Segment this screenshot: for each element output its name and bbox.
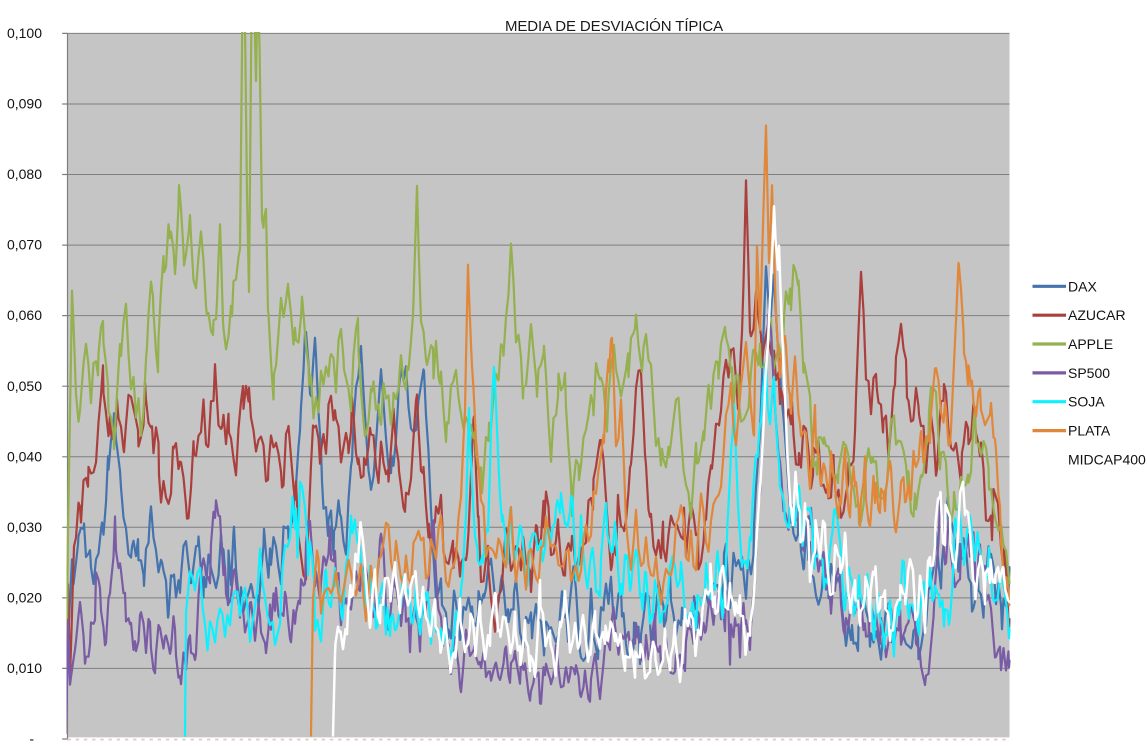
svg-text:SOJA: SOJA xyxy=(1068,394,1105,410)
svg-text:0,020: 0,020 xyxy=(7,590,42,606)
svg-text:0,070: 0,070 xyxy=(7,237,42,253)
svg-text:-: - xyxy=(29,731,34,746)
svg-text:0,030: 0,030 xyxy=(7,519,42,535)
svg-text:PLATA: PLATA xyxy=(1068,423,1111,439)
svg-text:0,080: 0,080 xyxy=(7,166,42,182)
svg-text:0,010: 0,010 xyxy=(7,660,42,676)
svg-text:0,100: 0,100 xyxy=(7,25,42,41)
svg-text:0,040: 0,040 xyxy=(7,448,42,464)
svg-text:0,090: 0,090 xyxy=(7,96,42,112)
svg-text:0,050: 0,050 xyxy=(7,378,42,394)
svg-text:APPLE: APPLE xyxy=(1068,336,1113,352)
svg-text:DAX: DAX xyxy=(1068,278,1097,294)
svg-text:0,060: 0,060 xyxy=(7,307,42,323)
svg-text:SP500: SP500 xyxy=(1068,365,1110,381)
svg-text:MEDIA DE DESVIACIÓN TÍPICA: MEDIA DE DESVIACIÓN TÍPICA xyxy=(505,18,723,35)
svg-text:MIDCAP400: MIDCAP400 xyxy=(1068,451,1146,467)
svg-text:AZUCAR: AZUCAR xyxy=(1068,307,1126,323)
